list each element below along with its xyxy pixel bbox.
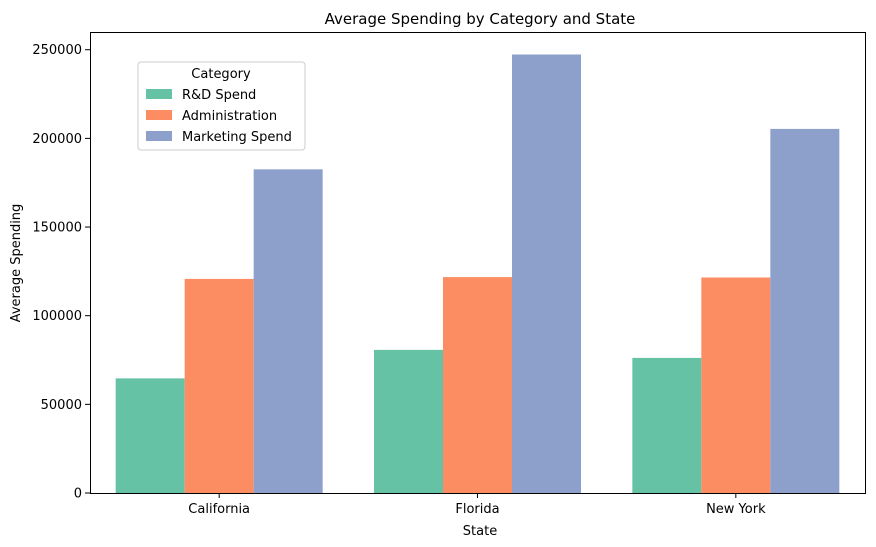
- bar-r-d-spend-new-york: [632, 357, 702, 493]
- legend-label: R&D Spend: [182, 88, 256, 103]
- bar-administration-new-york: [701, 277, 771, 493]
- y-tick-label: 250000: [32, 43, 82, 58]
- x-axis: California Florida New York: [188, 493, 766, 517]
- legend-label: Administration: [182, 109, 277, 124]
- legend: Category R&D Spend Administration Marketin…: [137, 61, 306, 151]
- y-axis-label: Average Spending: [9, 204, 24, 323]
- bar-administration-florida: [443, 277, 512, 493]
- legend-swatch: [146, 110, 172, 120]
- legend-box: [137, 61, 306, 151]
- bar-marketing-spend-new-york: [770, 128, 840, 493]
- bars-group: [115, 54, 840, 494]
- legend-title: Category: [191, 67, 251, 82]
- y-tick-label: 150000: [32, 221, 82, 236]
- y-tick-label: 0: [74, 487, 82, 502]
- bar-marketing-spend-california: [253, 169, 323, 494]
- y-tick-label: 100000: [32, 309, 82, 324]
- bar-r-d-spend-florida: [374, 349, 443, 493]
- bar-r-d-spend-california: [115, 378, 185, 493]
- x-tick-label: California: [188, 502, 250, 517]
- legend-swatch: [146, 89, 172, 99]
- y-tick-label: 200000: [32, 132, 82, 147]
- bar-administration-california: [184, 278, 254, 493]
- y-axis: 0 50000 100000 150000 200000 250000: [32, 43, 90, 502]
- bar-marketing-spend-florida: [512, 54, 581, 493]
- x-axis-label: State: [463, 524, 497, 539]
- y-tick-label: 50000: [41, 398, 82, 413]
- chart-title: Average Spending by Category and State: [325, 10, 636, 28]
- legend-swatch: [146, 131, 172, 141]
- legend-label: Marketing Spend: [182, 130, 292, 145]
- x-tick-label: New York: [706, 502, 766, 517]
- x-tick-label: Florida: [455, 502, 499, 517]
